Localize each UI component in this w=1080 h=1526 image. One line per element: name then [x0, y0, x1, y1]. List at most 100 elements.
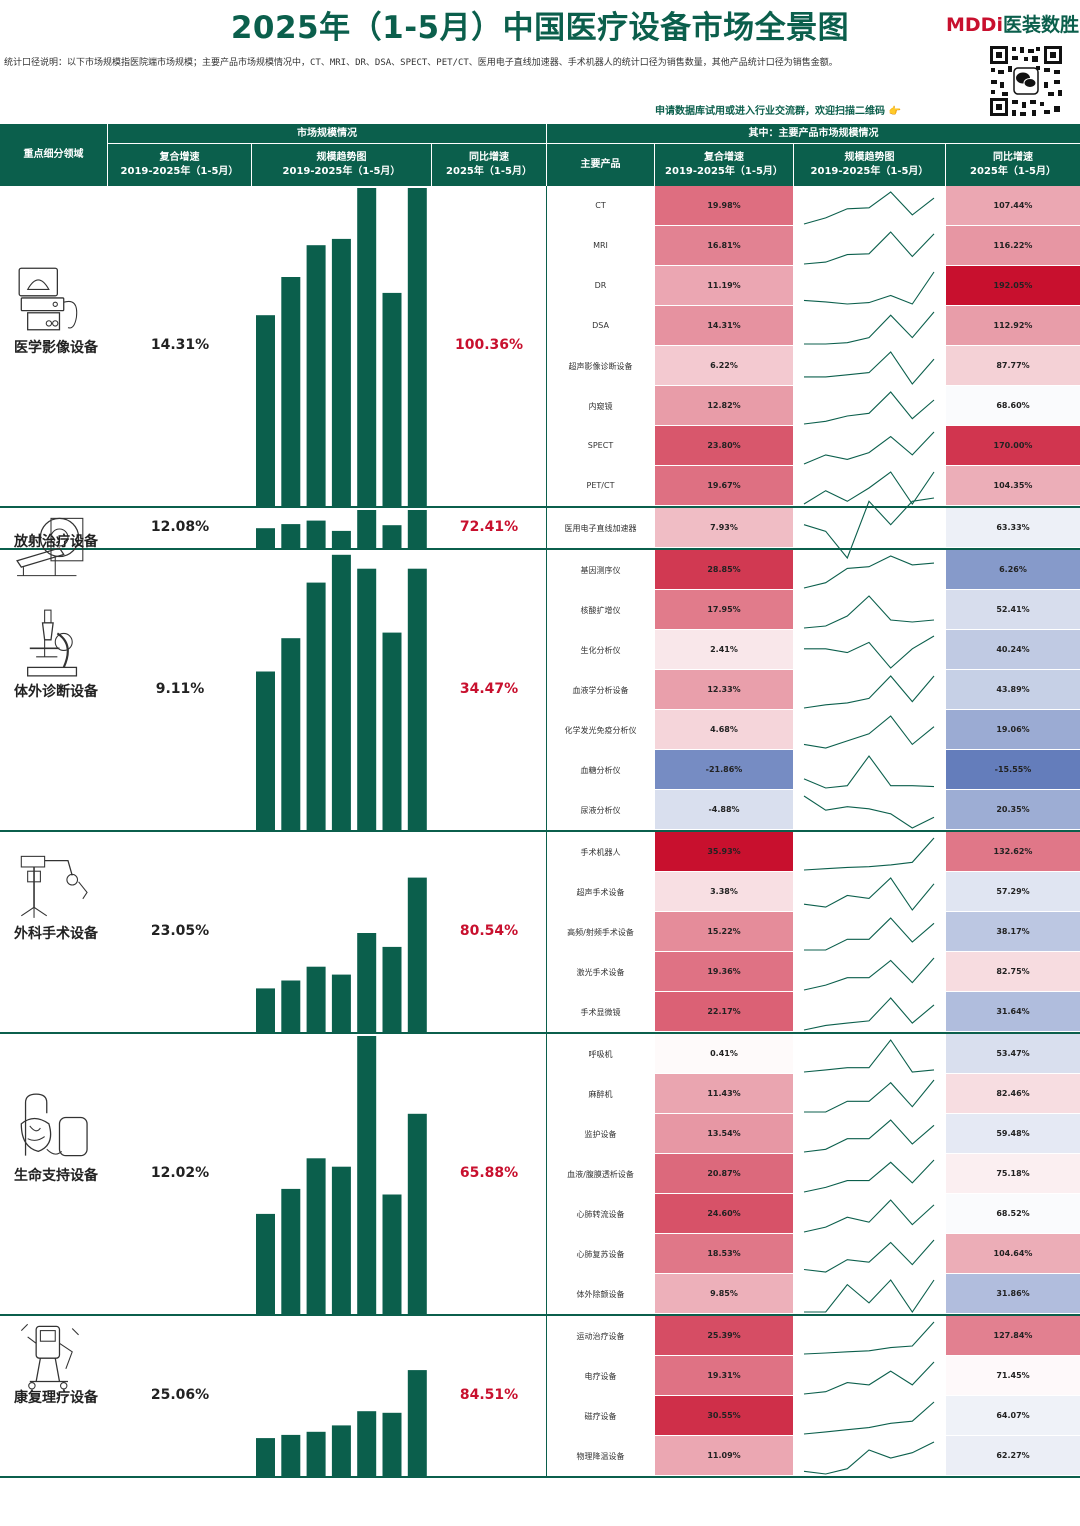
trend-bar [357, 568, 377, 830]
product-name: 手术显微镜 [580, 1008, 621, 1017]
product-name: 物理降温设备 [576, 1452, 625, 1461]
product-yoy: 64.07% [946, 1396, 1080, 1435]
section-separator [0, 548, 1080, 550]
product-yoy: 132.62% [946, 832, 1080, 871]
product-cagr: 19.67% [655, 466, 793, 505]
trend-bar [281, 1434, 301, 1476]
statistics-note: 统计口径说明：以下市场规模指医院端市场规模；主要产品市场规模情况中，CT、MRI… [4, 58, 838, 68]
trend-bar [382, 525, 402, 548]
product-name: 血糖分析仪 [580, 766, 621, 775]
column-divider [546, 1034, 547, 1314]
product-name: 内窥镜 [588, 402, 613, 411]
trend-bar [256, 315, 275, 506]
product-name: 体外除颤设备 [576, 1290, 625, 1299]
product-name: 超声手术设备 [576, 888, 625, 897]
section-separator [0, 1476, 1080, 1478]
trend-bar [256, 988, 275, 1032]
trend-bar [407, 877, 427, 1032]
product-cagr: 11.19% [655, 266, 793, 305]
trend-bar [331, 238, 351, 506]
header-trend: 规模趋势图 2019-2025年（1-5月） [282, 152, 401, 177]
header-product-trend: 规模趋势图 2019-2025年（1-5月） [810, 152, 929, 177]
product-name: 超声影像诊断设备 [568, 362, 633, 371]
product-name: 心肺复苏设备 [576, 1250, 625, 1259]
trend-bar [382, 632, 402, 830]
column-divider [546, 1316, 547, 1476]
product-cagr: 19.98% [655, 186, 793, 225]
product-yoy: -15.55% [946, 750, 1080, 789]
trend-bar [281, 638, 301, 830]
product-yoy: 68.60% [946, 386, 1080, 425]
product-name: 呼吸机 [588, 1050, 613, 1059]
product-cagr: 22.17% [655, 992, 793, 1031]
rehab-device-icon [20, 1323, 79, 1390]
trend-bar [306, 966, 326, 1032]
product-name: MRI [593, 241, 608, 250]
product-cagr: 3.38% [655, 872, 793, 911]
product-yoy: 87.77% [946, 346, 1080, 385]
product-sparkline [803, 715, 935, 749]
trend-bar [281, 1188, 301, 1314]
trend-bar [357, 188, 377, 506]
product-name: PET/CT [586, 481, 615, 490]
product-yoy: 82.75% [946, 952, 1080, 991]
domain-name: 康复理疗设备 [14, 1390, 98, 1406]
trend-bar [331, 530, 351, 548]
domain-name: 生命支持设备 [14, 1168, 98, 1184]
product-sparkline [803, 191, 935, 225]
product-cagr: -4.88% [655, 790, 793, 829]
product-cagr: 24.60% [655, 1194, 793, 1233]
header-domain: 重点细分领域 [23, 149, 84, 160]
product-name: 尿液分析仪 [580, 806, 621, 815]
domain-name: 放射治疗设备 [14, 534, 98, 550]
product-cagr: 25.39% [655, 1316, 793, 1355]
microscope-icon [27, 609, 78, 677]
qr-code-icon[interactable] [988, 44, 1064, 118]
product-name: DSA [592, 321, 609, 330]
trend-bar [382, 1412, 402, 1476]
product-name: 化学发光免疫分析仪 [564, 726, 637, 735]
surgical-light-icon [20, 855, 88, 918]
domain-cagr: 12.02% [150, 1165, 210, 1181]
trend-bar [382, 292, 402, 506]
product-yoy: 31.86% [946, 1274, 1080, 1313]
trend-bar [256, 1213, 275, 1314]
table-header: 重点细分领域 市场规模情况 其中：主要产品市场规模情况 复合增速 2019-202… [0, 124, 1080, 186]
product-yoy: 192.05% [946, 266, 1080, 305]
product-yoy: 104.35% [946, 466, 1080, 505]
product-sparkline [803, 595, 935, 629]
header-yoy: 同比增速 2025年（1-5月） [446, 152, 532, 177]
product-cagr: 23.80% [655, 426, 793, 465]
trend-bar [256, 671, 275, 830]
product-yoy: 82.46% [946, 1074, 1080, 1113]
domain-yoy: 84.51% [459, 1387, 519, 1403]
product-yoy: 112.92% [946, 306, 1080, 345]
product-name: 核酸扩增仪 [580, 606, 621, 615]
trend-bar [281, 277, 301, 506]
trend-bar [331, 974, 351, 1032]
product-cagr: 4.68% [655, 710, 793, 749]
product-sparkline [804, 635, 935, 669]
product-sparkline [803, 271, 935, 305]
product-name: 激光手术设备 [576, 968, 625, 977]
product-sparkline [803, 1199, 935, 1233]
product-sparkline [804, 351, 935, 385]
domain-cagr: 9.11% [155, 681, 205, 697]
product-cagr: 12.33% [655, 670, 793, 709]
product-yoy: 63.33% [946, 508, 1080, 547]
product-name: 基因测序仪 [580, 566, 621, 575]
product-sparkline [803, 1401, 935, 1435]
apply-text: 申请数据库试用或进入行业交流群，欢迎扫描二维码 👉 [655, 106, 901, 117]
header-product: 主要产品 [580, 159, 621, 170]
product-sparkline [803, 1441, 935, 1475]
section-separator [0, 1032, 1080, 1034]
product-cagr: 28.85% [655, 550, 793, 589]
trend-bar [331, 1425, 351, 1476]
product-sparkline [804, 311, 935, 345]
product-name: 电疗设备 [584, 1372, 617, 1381]
product-yoy: 31.64% [946, 992, 1080, 1031]
trend-bar [407, 188, 427, 506]
product-sparkline [804, 917, 935, 951]
product-name: 生化分析仪 [580, 646, 621, 655]
product-name: 运动治疗设备 [576, 1332, 625, 1341]
